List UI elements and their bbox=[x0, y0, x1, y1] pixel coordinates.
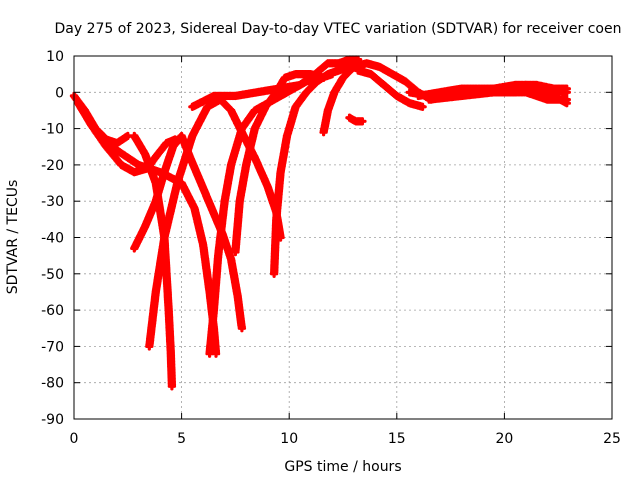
x-tick-label: 25 bbox=[603, 431, 621, 447]
y-tick-label: -10 bbox=[41, 122, 64, 138]
axis-ticks: 0 5 10 15 20 25 10 0 -10 -20 -30 -40 -50 -60 -70 -80 -90 bbox=[41, 49, 621, 447]
y-tick-label: -60 bbox=[41, 303, 64, 319]
x-tick-label: 20 bbox=[495, 431, 513, 447]
x-tick-label: 5 bbox=[177, 431, 186, 447]
y-tick-label: 10 bbox=[46, 49, 64, 65]
chart-title: Day 275 of 2023, Sidereal Day-to-day VTE… bbox=[55, 21, 622, 37]
x-axis-label: GPS time / hours bbox=[284, 459, 401, 475]
series-s10 bbox=[188, 55, 363, 111]
y-tick-label: -50 bbox=[41, 267, 64, 283]
y-tick-label: -30 bbox=[41, 194, 64, 210]
y-tick-label: -40 bbox=[41, 231, 64, 247]
x-tick-label: 15 bbox=[388, 431, 406, 447]
y-tick-label: -70 bbox=[41, 339, 64, 355]
series-s12 bbox=[353, 66, 427, 111]
x-tick-label: 0 bbox=[70, 431, 79, 447]
y-axis-label: SDTVAR / TECUs bbox=[5, 180, 21, 295]
y-tick-label: -90 bbox=[41, 412, 64, 428]
data-series-group bbox=[69, 55, 571, 391]
series-s13 bbox=[345, 113, 367, 126]
series-s17 bbox=[457, 80, 571, 97]
series-s9 bbox=[231, 70, 328, 257]
series-s8 bbox=[269, 59, 365, 278]
y-tick-label: -20 bbox=[41, 158, 64, 174]
y-tick-label: 0 bbox=[55, 85, 64, 101]
y-tick-label: -80 bbox=[41, 376, 64, 392]
x-tick-label: 10 bbox=[280, 431, 298, 447]
